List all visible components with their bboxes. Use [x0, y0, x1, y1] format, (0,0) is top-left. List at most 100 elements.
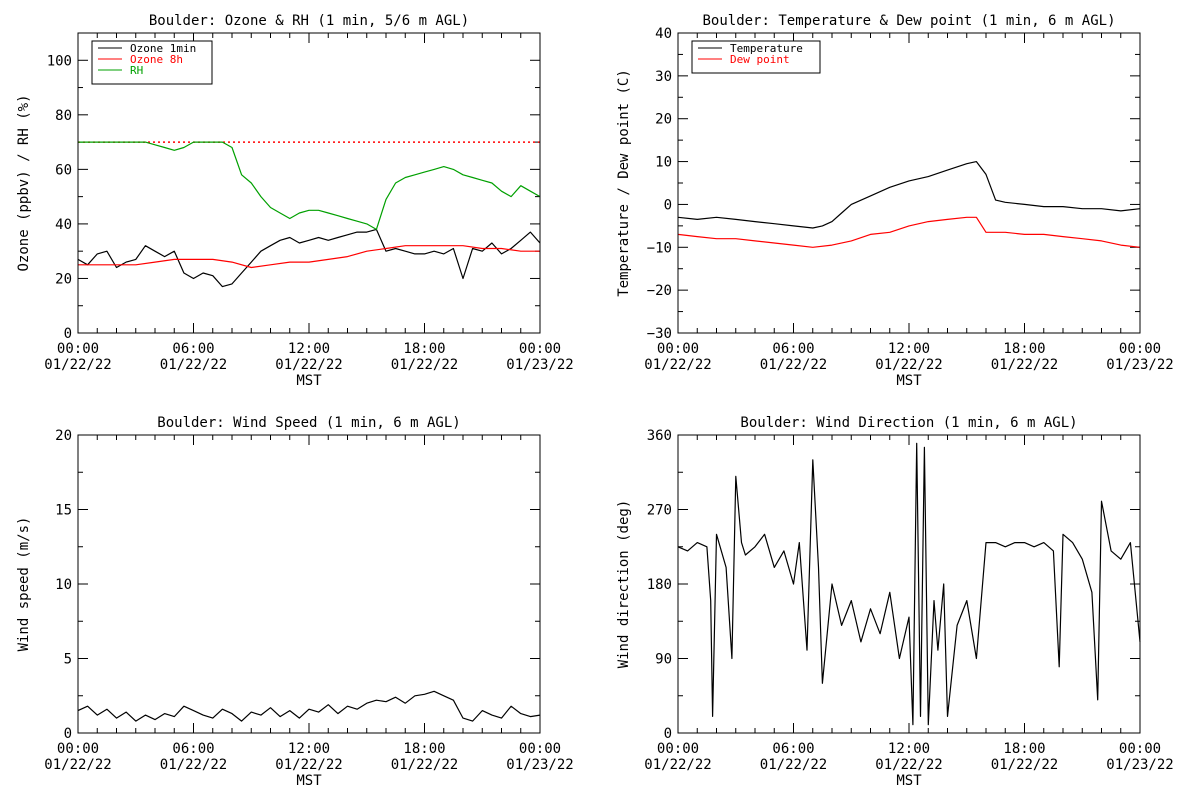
x-tick-label: 12:00 [288, 741, 330, 757]
y-tick-label: 20 [55, 271, 72, 287]
x-axis-label: MST [896, 773, 922, 789]
y-axis-label: Temperature / Dew point (C) [616, 69, 632, 297]
legend-label: Dew point [730, 53, 790, 66]
y-tick-label: 15 [55, 503, 72, 519]
y-tick-label: 80 [55, 108, 72, 124]
series-line [677, 442, 1141, 726]
y-tick-label: 5 [64, 652, 72, 668]
legend-label: Ozone 8h [130, 53, 183, 66]
chart-panel: Boulder: Wind Speed (1 min, 6 m AGL) 00:0… [16, 415, 574, 789]
series-line [78, 141, 541, 230]
x-tick-label: 00:00 [1119, 341, 1161, 357]
y-tick-label: −20 [647, 283, 672, 299]
y-tick-label: 30 [655, 69, 672, 85]
x-tick-label: 00:00 [657, 741, 699, 757]
y-tick-label: 0 [64, 326, 72, 342]
x-tick-date-label: 01/23/22 [506, 357, 573, 373]
x-tick-date-label: 01/22/22 [275, 357, 342, 373]
x-tick-date-label: 01/22/22 [275, 757, 342, 773]
x-axis-label: MST [296, 773, 322, 789]
x-tick-date-label: 01/22/22 [160, 757, 227, 773]
x-tick-date-label: 01/22/22 [644, 757, 711, 773]
y-tick-label: 40 [55, 217, 72, 233]
y-tick-label: 60 [55, 162, 72, 178]
x-tick-label: 00:00 [1119, 741, 1161, 757]
chart-panel: Boulder: Wind Direction (1 min, 6 m AGL)… [616, 415, 1174, 789]
y-tick-label: 20 [55, 428, 72, 444]
series-line [677, 216, 1141, 248]
chart-title: Boulder: Wind Direction (1 min, 6 m AGL) [740, 415, 1077, 431]
chart-panel: Boulder: Temperature & Dew point (1 min,… [616, 13, 1174, 389]
series-line [78, 245, 540, 269]
y-tick-label: 0 [664, 197, 672, 213]
legend-box [691, 40, 821, 74]
y-tick-label: 40 [655, 26, 672, 42]
x-tick-label: 00:00 [57, 741, 99, 757]
legend-label: Ozone 1min [130, 42, 196, 55]
x-tick-label: 06:00 [772, 741, 814, 757]
plot-frame [677, 434, 1141, 734]
y-tick-label: −30 [647, 326, 672, 342]
y-tick-label: 360 [647, 428, 672, 444]
x-tick-date-label: 01/22/22 [160, 357, 227, 373]
x-tick-label: 06:00 [172, 741, 214, 757]
x-tick-label: 12:00 [888, 341, 930, 357]
y-tick-label: 0 [664, 726, 672, 742]
chart-title: Boulder: Wind Speed (1 min, 6 m AGL) [157, 415, 460, 431]
series-line [677, 161, 1141, 229]
y-tick-label: 180 [647, 577, 672, 593]
x-tick-label: 12:00 [888, 741, 930, 757]
x-tick-label: 12:00 [288, 341, 330, 357]
y-axis-label: Wind direction (deg) [616, 500, 632, 669]
x-axis-label: MST [296, 373, 322, 389]
x-tick-label: 18:00 [403, 341, 445, 357]
x-tick-date-label: 01/23/22 [506, 757, 573, 773]
x-tick-date-label: 01/22/22 [991, 357, 1058, 373]
y-tick-label: 20 [655, 112, 672, 128]
y-tick-label: −10 [647, 240, 672, 256]
x-tick-label: 00:00 [519, 341, 561, 357]
legend-label: Temperature [730, 42, 803, 55]
x-tick-date-label: 01/22/22 [760, 357, 827, 373]
series-line [77, 228, 541, 288]
y-axis-label: Wind speed (m/s) [16, 517, 32, 652]
plot-frame [77, 32, 541, 334]
y-tick-label: 100 [47, 53, 72, 69]
y-tick-label: 0 [64, 726, 72, 742]
x-tick-date-label: 01/22/22 [991, 757, 1058, 773]
x-tick-date-label: 01/22/22 [391, 357, 458, 373]
x-tick-date-label: 01/22/22 [875, 357, 942, 373]
x-tick-label: 18:00 [1003, 741, 1045, 757]
x-tick-date-label: 01/22/22 [44, 357, 111, 373]
x-tick-label: 06:00 [772, 341, 814, 357]
x-tick-date-label: 01/22/22 [44, 757, 111, 773]
x-tick-label: 06:00 [172, 341, 214, 357]
x-tick-date-label: 01/22/22 [875, 757, 942, 773]
x-tick-date-label: 01/23/22 [1106, 757, 1173, 773]
x-axis-label: MST [896, 373, 922, 389]
x-tick-date-label: 01/23/22 [1106, 357, 1173, 373]
y-axis-label: Ozone (ppbv) / RH (%) [16, 94, 32, 271]
y-tick-label: 10 [655, 155, 672, 171]
x-tick-label: 00:00 [519, 741, 561, 757]
chart-title: Boulder: Temperature & Dew point (1 min,… [702, 13, 1115, 29]
x-tick-label: 00:00 [657, 341, 699, 357]
legend-label: RH [130, 64, 143, 77]
x-tick-label: 18:00 [1003, 341, 1045, 357]
x-tick-date-label: 01/22/22 [391, 757, 458, 773]
x-tick-label: 00:00 [57, 341, 99, 357]
x-tick-date-label: 01/22/22 [644, 357, 711, 373]
y-tick-label: 10 [55, 577, 72, 593]
x-tick-label: 18:00 [403, 741, 445, 757]
chart-title: Boulder: Ozone & RH (1 min, 5/6 m AGL) [149, 13, 469, 29]
series-line [77, 690, 541, 722]
plot-frame [677, 32, 1141, 334]
x-tick-date-label: 01/22/22 [760, 757, 827, 773]
y-tick-label: 270 [647, 503, 672, 519]
plot-frame [77, 434, 541, 734]
y-tick-label: 90 [655, 652, 672, 668]
chart-panel: Boulder: Ozone & RH (1 min, 5/6 m AGL)00… [16, 13, 574, 389]
